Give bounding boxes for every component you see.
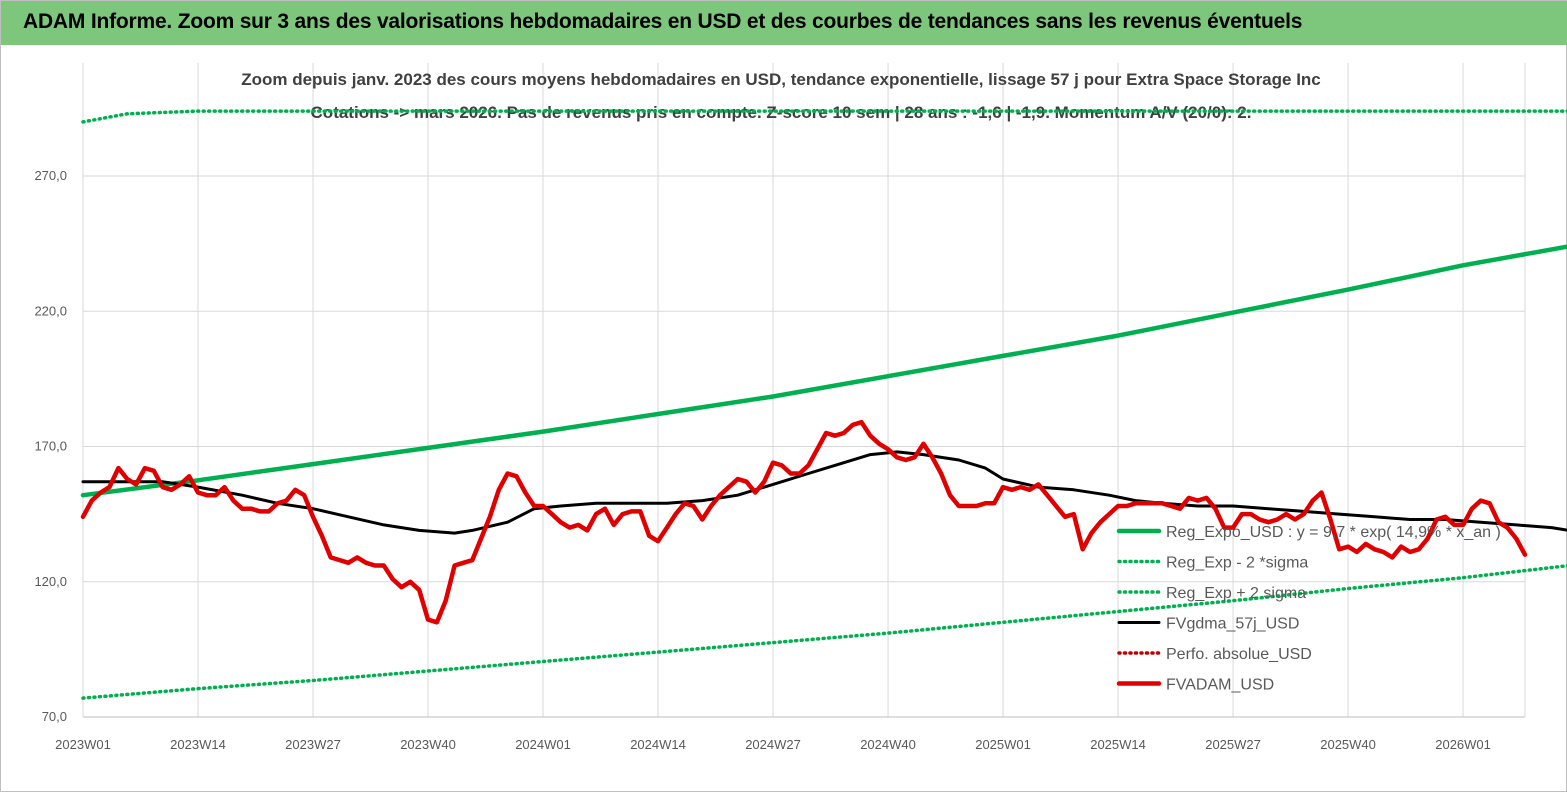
series [80,109,1567,700]
legend-entry: Reg_Exp + 2 sigma [1166,585,1306,602]
x-tick-label: 2025W27 [1205,737,1261,752]
x-tick-label: 2024W27 [745,737,801,752]
legend-entry: FVADAM_USD [1166,677,1274,694]
y-tick-label: 220,0 [34,303,67,318]
legend: Reg_Expo_USD : y = 9,7 * exp( 14,9% * x_… [1116,524,1501,694]
chart-title: Zoom depuis janv. 2023 des cours moyens … [241,70,1321,122]
x-tick-label: 2024W01 [515,737,571,752]
series-line-3 [81,450,1567,535]
legend-entry: Reg_Exp - 2 *sigma [1166,555,1308,572]
x-tick-label: 2023W14 [170,737,226,752]
y-tick-label: 120,0 [34,574,67,589]
series-line-0 [80,244,1567,498]
x-tick-label: 2025W40 [1320,737,1376,752]
y-tick-label: 70,0 [42,709,67,724]
legend-entry: Perfo. absolue_USD [1166,646,1312,663]
chart-title-line-1: Zoom depuis janv. 2023 des cours moyens … [241,70,1321,89]
x-tick-label: 2026W01 [1435,737,1491,752]
x-tick-label: 2025W01 [975,737,1031,752]
report-title: ADAM Informe. Zoom sur 3 ans des valoris… [23,10,1303,33]
x-tick-label: 2023W40 [400,737,456,752]
y-tick-label: 270,0 [34,168,67,183]
x-tick-label: 2023W27 [285,737,341,752]
y-tick-label: 170,0 [34,439,67,454]
x-tick-label: 2024W40 [860,737,916,752]
series-line-5 [80,419,1528,625]
x-tick-label: 2023W01 [55,737,111,752]
legend-entry: Reg_Expo_USD : y = 9,7 * exp( 14,9% * x_… [1166,524,1501,541]
series-line-1 [81,563,1567,700]
axes: 70,0 120,0 170,0 220,0 270,0 2023W01 2023W14 20… [34,168,1525,752]
report-header: ADAM Informe. Zoom sur 3 ans des valoris… [1,1,1567,45]
series-line-2 [81,109,1567,124]
x-tick-label: 2025W14 [1090,737,1146,752]
legend-entry: FVgdma_57j_USD [1166,616,1299,633]
x-tick-label: 2024W14 [630,737,686,752]
